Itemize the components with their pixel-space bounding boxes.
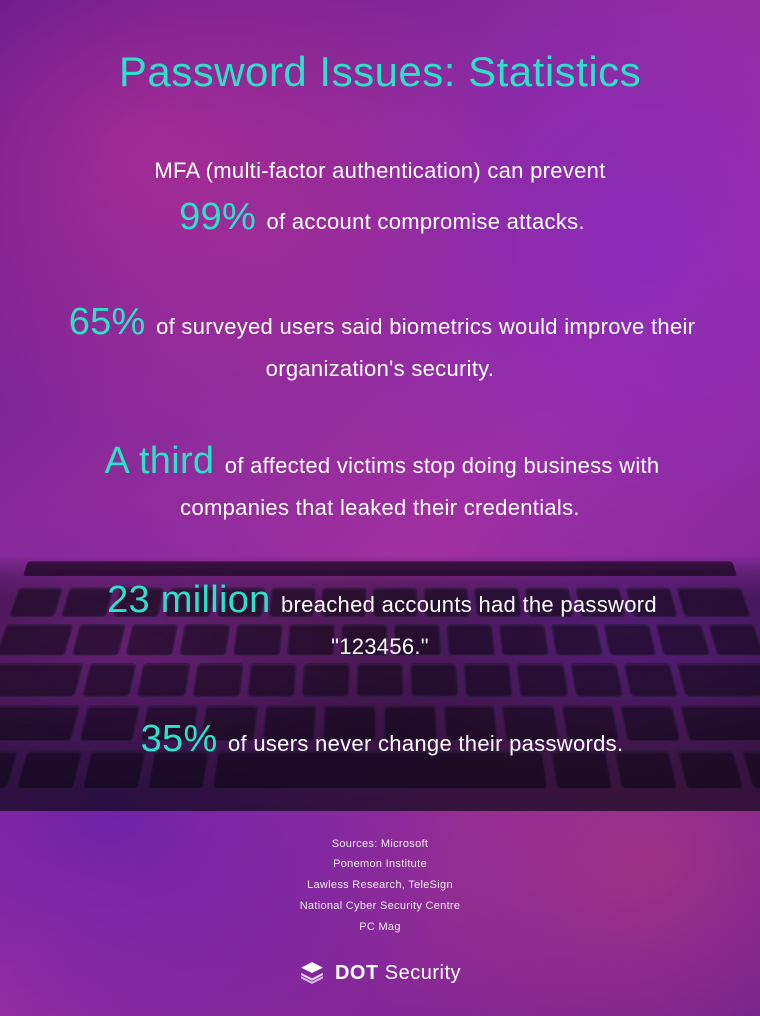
- stat-item: 65% of surveyed users said biometrics wo…: [58, 293, 702, 386]
- source-line: PC Mag: [300, 917, 461, 938]
- stat-highlight: 35%: [137, 718, 222, 760]
- stat-post-text: of users never change their passwords.: [222, 731, 624, 756]
- stack-icon: [299, 960, 325, 986]
- stat-post-text: breached accounts had the password "1234…: [275, 592, 657, 659]
- content-area: Password Issues: Statistics MFA (multi-f…: [0, 0, 760, 1016]
- stat-highlight: A third: [101, 440, 219, 482]
- source-line: Ponemon Institute: [300, 854, 461, 875]
- sources-block: Sources: Microsoft Ponemon InstituteLawl…: [300, 834, 461, 938]
- stat-highlight: 23 million: [103, 579, 275, 621]
- source-line: Lawless Research, TeleSign: [300, 875, 461, 896]
- stat-pre-text: MFA (multi-factor authentication) can pr…: [154, 158, 605, 183]
- stat-item: 35% of users never change their password…: [58, 710, 702, 769]
- stat-highlight: 99%: [175, 196, 260, 238]
- brand-text: DOT Security: [335, 962, 461, 985]
- stat-item: 23 million breached accounts had the pas…: [58, 571, 702, 664]
- stat-post-text: of affected victims stop doing business …: [180, 453, 659, 520]
- sources-label: Sources: Microsoft: [300, 834, 461, 855]
- stat-post-text: of surveyed users said biometrics would …: [150, 314, 696, 381]
- stat-item: A third of affected victims stop doing b…: [58, 432, 702, 525]
- brand-logo: DOT Security: [299, 960, 461, 986]
- page-title: Password Issues: Statistics: [119, 48, 641, 96]
- stat-highlight: 65%: [65, 301, 150, 343]
- source-line: National Cyber Security Centre: [300, 896, 461, 917]
- stat-item: MFA (multi-factor authentication) can pr…: [58, 154, 702, 247]
- stats-list: MFA (multi-factor authentication) can pr…: [58, 154, 702, 815]
- stat-post-text: of account compromise attacks.: [260, 209, 585, 234]
